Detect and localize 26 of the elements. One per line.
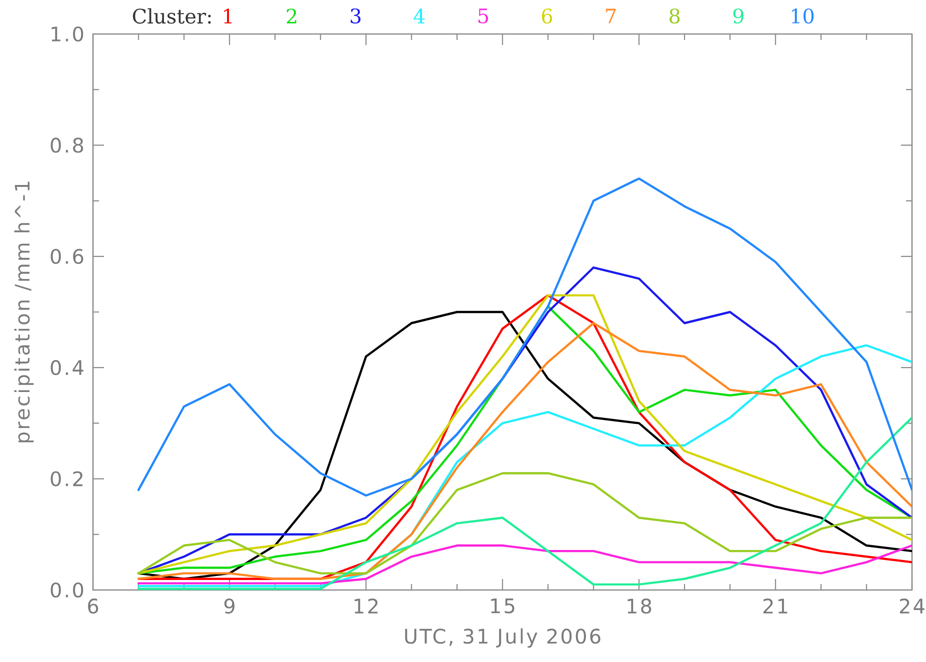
text: 8	[670, 8, 680, 24]
x-tick-label: 15	[491, 598, 514, 614]
x-axis-title: UTC, 31 July 2006	[405, 628, 600, 648]
text: 7	[606, 8, 616, 24]
text: 6	[542, 8, 552, 24]
y-tick-label: 0.8	[50, 138, 84, 153]
x-tick-label: 24	[900, 598, 924, 614]
text: 3	[350, 8, 360, 24]
y-tick-label: 0.2	[50, 471, 82, 486]
y-tick-label: 1.0	[52, 26, 84, 42]
y-axis-title: precipitation /mm h^-1	[14, 182, 34, 442]
x-tick-label: 21	[763, 598, 788, 614]
y-tick-label: 0.4	[50, 360, 84, 376]
text: 5	[478, 8, 488, 24]
text: 2	[286, 8, 296, 24]
x-tick-label: 18	[628, 598, 652, 614]
x-tick-label: 6	[88, 598, 98, 614]
x-tick-label: 9	[224, 598, 234, 614]
text: 10	[792, 8, 814, 24]
text: 9	[733, 8, 744, 24]
legend-title: Cluster:	[132, 8, 211, 24]
text: 1	[224, 8, 232, 24]
y-tick-label: 0.0	[50, 582, 84, 598]
y-tick-label: 0.6	[50, 248, 84, 264]
x-tick-label: 12	[354, 598, 378, 614]
text: 4	[414, 8, 425, 24]
